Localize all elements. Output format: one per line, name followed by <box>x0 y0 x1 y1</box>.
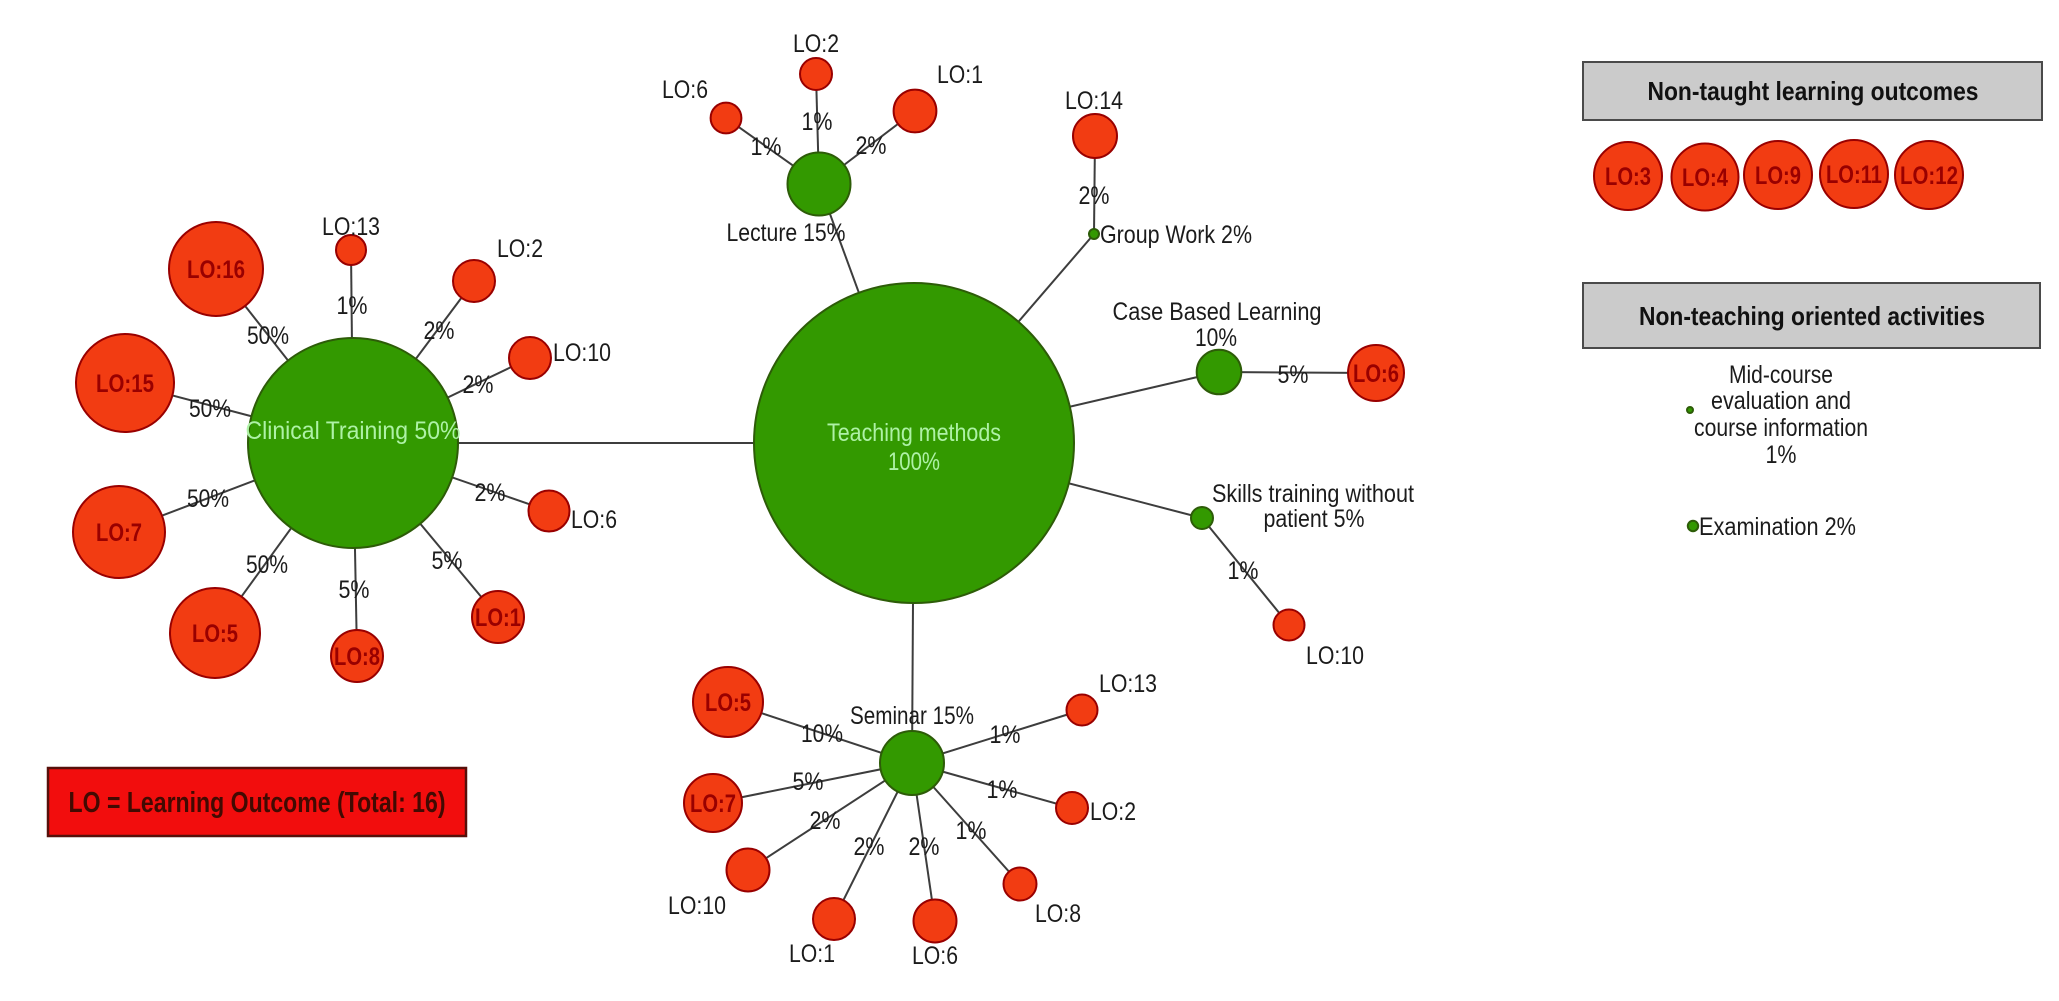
svg-text:LO:10: LO:10 <box>668 892 726 920</box>
svg-text:50%: 50% <box>187 485 229 513</box>
svg-text:Skills training without: Skills training without <box>1212 480 1414 508</box>
svg-text:LO:1: LO:1 <box>937 61 983 89</box>
svg-text:LO:7: LO:7 <box>96 519 142 547</box>
svg-text:LO:16: LO:16 <box>187 256 245 284</box>
svg-text:1%: 1% <box>751 133 782 161</box>
svg-text:LO:5: LO:5 <box>705 689 751 717</box>
svg-text:2%: 2% <box>424 317 455 345</box>
svg-text:course information: course information <box>1694 414 1868 442</box>
svg-text:5%: 5% <box>339 576 370 604</box>
svg-text:5%: 5% <box>432 547 463 575</box>
svg-text:LO:6: LO:6 <box>662 76 708 104</box>
svg-text:5%: 5% <box>1278 361 1309 389</box>
svg-text:LO:15: LO:15 <box>96 370 154 398</box>
svg-text:Clinical Training 50%: Clinical Training 50% <box>246 417 461 445</box>
svg-text:1%: 1% <box>337 292 368 320</box>
svg-text:LO:6: LO:6 <box>571 506 617 534</box>
svg-text:LO:13: LO:13 <box>1099 670 1157 698</box>
svg-text:10%: 10% <box>801 720 843 748</box>
svg-text:LO:4: LO:4 <box>1682 164 1728 192</box>
svg-text:2%: 2% <box>463 371 494 399</box>
svg-text:Non-taught learning outcomes: Non-taught learning outcomes <box>1648 76 1979 106</box>
svg-text:Case Based Learning: Case Based Learning <box>1113 298 1322 326</box>
svg-text:LO:8: LO:8 <box>1035 900 1081 928</box>
svg-text:2%: 2% <box>475 479 506 507</box>
svg-text:Lecture 15%: Lecture 15% <box>727 219 846 247</box>
svg-text:1%: 1% <box>990 721 1021 749</box>
svg-text:LO:10: LO:10 <box>1306 642 1364 670</box>
svg-text:LO:5: LO:5 <box>192 620 238 648</box>
svg-text:patient 5%: patient 5% <box>1264 505 1365 533</box>
svg-text:100%: 100% <box>888 448 940 476</box>
svg-text:LO:6: LO:6 <box>1353 360 1399 388</box>
svg-text:5%: 5% <box>793 768 824 796</box>
svg-text:LO:6: LO:6 <box>912 942 958 970</box>
svg-text:LO:14: LO:14 <box>1065 87 1123 115</box>
svg-text:LO:2: LO:2 <box>793 30 839 58</box>
svg-text:2%: 2% <box>1079 182 1110 210</box>
svg-text:1%: 1% <box>802 108 833 136</box>
svg-text:LO:10: LO:10 <box>553 339 611 367</box>
svg-text:LO = Learning Outcome (Total:: LO = Learning Outcome (Total: 16) <box>69 787 446 819</box>
svg-text:LO:3: LO:3 <box>1605 163 1651 191</box>
svg-text:1%: 1% <box>987 776 1018 804</box>
svg-text:2%: 2% <box>909 833 940 861</box>
svg-text:evaluation and: evaluation and <box>1711 387 1851 415</box>
svg-text:LO:9: LO:9 <box>1755 162 1801 190</box>
svg-text:50%: 50% <box>247 322 289 350</box>
svg-text:LO:2: LO:2 <box>497 235 543 263</box>
svg-text:Group Work 2%: Group Work 2% <box>1100 221 1252 249</box>
svg-text:LO:11: LO:11 <box>1826 161 1882 189</box>
svg-text:LO:12: LO:12 <box>1900 162 1958 190</box>
svg-text:50%: 50% <box>189 395 231 423</box>
svg-text:2%: 2% <box>854 833 885 861</box>
svg-text:Examination 2%: Examination 2% <box>1699 513 1856 541</box>
svg-text:LO:7: LO:7 <box>690 790 736 818</box>
svg-text:LO:8: LO:8 <box>334 643 380 671</box>
svg-text:10%: 10% <box>1195 324 1237 352</box>
svg-text:1%: 1% <box>1228 557 1259 585</box>
svg-text:2%: 2% <box>810 807 841 835</box>
svg-text:2%: 2% <box>856 132 887 160</box>
svg-text:LO:1: LO:1 <box>789 940 835 968</box>
svg-text:LO:2: LO:2 <box>1090 798 1136 826</box>
svg-text:1%: 1% <box>956 817 987 845</box>
svg-text:Seminar 15%: Seminar 15% <box>850 702 974 730</box>
svg-text:Mid-course: Mid-course <box>1729 361 1833 389</box>
svg-text:LO:13: LO:13 <box>322 213 380 241</box>
svg-text:50%: 50% <box>246 551 288 579</box>
svg-text:LO:1: LO:1 <box>475 604 521 632</box>
svg-text:Non-teaching oriented activiti: Non-teaching oriented activities <box>1639 301 1985 331</box>
svg-text:1%: 1% <box>1766 441 1797 469</box>
svg-text:Teaching methods: Teaching methods <box>827 419 1001 447</box>
